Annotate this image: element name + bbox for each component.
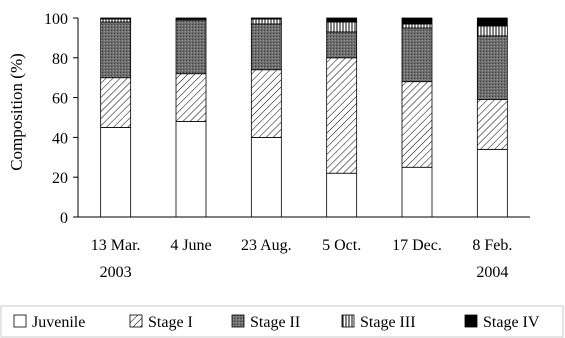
y-tick-label: 0 xyxy=(60,210,68,227)
legend-label: Stage II xyxy=(250,314,300,331)
bar-segment-stage-i xyxy=(100,77,132,128)
legend-frame xyxy=(0,305,564,338)
bar-segment-stage-iv xyxy=(401,17,433,25)
y-ticks: 0 20 40 60 80 100 xyxy=(44,11,78,227)
y-axis-label: Composition (%) xyxy=(7,53,26,171)
bar-segment-stage-i xyxy=(250,69,282,138)
bar-segment-stage-i xyxy=(326,57,358,174)
axes-layer xyxy=(77,18,530,218)
bar-segment-stage-ii xyxy=(250,23,282,71)
bar-segment-stage-iv xyxy=(100,17,132,20)
bar-segment-stage-ii xyxy=(100,21,132,79)
bar-segment-stage-iii xyxy=(401,23,433,29)
y-tick-label: 100 xyxy=(44,11,68,28)
legend-swatch xyxy=(341,314,355,328)
bar-segment-stage-iv xyxy=(476,17,508,27)
bar-segment-stage-iv xyxy=(250,17,282,20)
bar-segment-stage-ii xyxy=(476,35,508,100)
bar-segment-stage-i xyxy=(175,73,207,122)
bar-segment-juvenile xyxy=(401,166,433,218)
legend-label: Stage IV xyxy=(483,314,540,331)
bar-segment-juvenile xyxy=(250,136,282,218)
bars-layer xyxy=(100,17,508,218)
x-tick-labels: 13 Mar. 2003 4 June 23 Aug. 5 Oct. 17 Dec. 8 F… xyxy=(91,237,513,281)
y-tick-label: 60 xyxy=(52,91,68,108)
bar-segment-stage-ii xyxy=(326,31,358,59)
bar-segment-stage-iv xyxy=(326,17,358,23)
x-tick-label-year: 2004 xyxy=(476,264,508,281)
bar-segment-stage-iii xyxy=(100,18,132,23)
legend: Juvenile Stage I Stage II Stage III Stage IV xyxy=(0,305,564,338)
x-tick-label: 23 Aug. xyxy=(241,237,292,254)
legend-swatch xyxy=(231,314,245,328)
bar-segment-stage-ii xyxy=(401,27,433,83)
legend-label: Juvenile xyxy=(32,314,85,331)
bar-segment-juvenile xyxy=(326,172,358,218)
bar-segment-juvenile xyxy=(100,127,132,218)
x-tick-label-year: 2003 xyxy=(100,264,132,281)
legend-label: Stage I xyxy=(148,314,193,331)
x-tick-label: 8 Feb. xyxy=(472,237,512,254)
y-tick-label: 80 xyxy=(52,51,68,68)
bar-segment-stage-iii xyxy=(476,25,508,37)
legend-swatch xyxy=(129,314,143,328)
x-tick-label: 4 June xyxy=(170,237,211,254)
x-tick-label: 5 Oct. xyxy=(322,237,361,254)
bar-segment-stage-iii xyxy=(250,18,282,25)
bar-segment-stage-i xyxy=(401,81,433,168)
legend-swatch xyxy=(13,314,27,328)
y-tick-label: 40 xyxy=(52,130,68,147)
bar-segment-stage-iii xyxy=(326,21,358,33)
legend-swatch xyxy=(464,314,478,328)
bar-segment-stage-i xyxy=(476,99,508,150)
legend-label: Stage III xyxy=(360,314,416,331)
x-tick-label: 17 Dec. xyxy=(392,237,442,254)
bar-segment-juvenile xyxy=(175,121,207,218)
bar-segment-stage-iv xyxy=(175,17,207,20)
x-tick-label: 13 Mar. xyxy=(91,237,141,254)
bar-segment-juvenile xyxy=(476,148,508,218)
y-tick-label: 20 xyxy=(52,170,68,187)
bar-segment-stage-ii xyxy=(175,19,207,75)
